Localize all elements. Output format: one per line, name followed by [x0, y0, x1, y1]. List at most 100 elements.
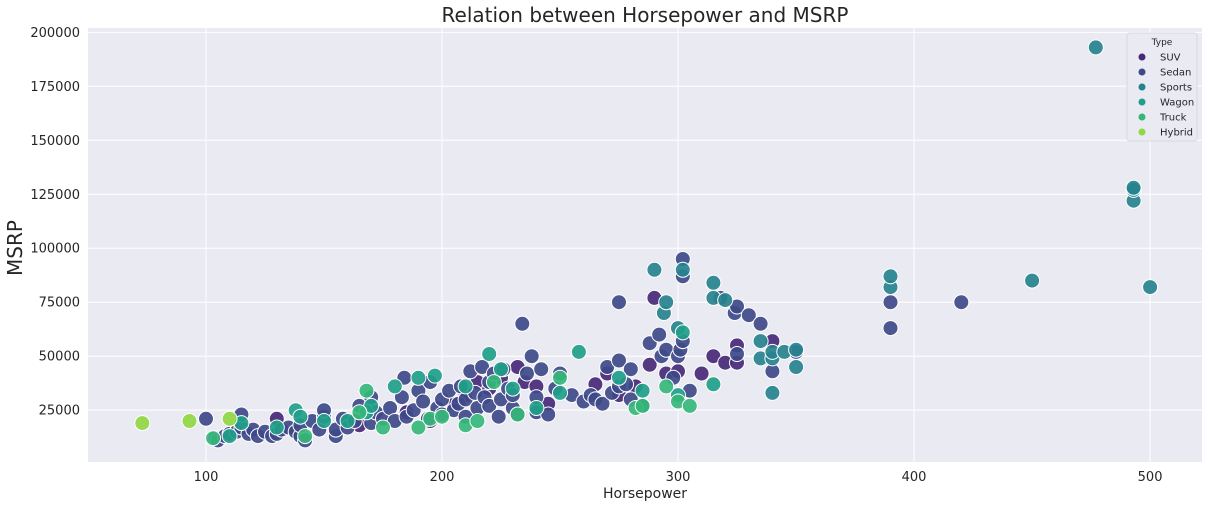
x-tick-label: 500: [1138, 470, 1163, 485]
x-axis-ticks: 100 200 300 400 500: [194, 470, 1163, 485]
data-point-suv: [693, 365, 710, 382]
x-tick-label: 400: [902, 470, 927, 485]
data-point-sports: [752, 333, 769, 350]
data-point-hybrid: [181, 413, 198, 429]
data-point-sedan: [594, 395, 611, 412]
x-tick-label: 200: [430, 470, 455, 485]
x-axis-label: Horsepower: [603, 486, 687, 502]
data-point-suv: [641, 356, 658, 373]
legend-marker-sports: [1138, 83, 1146, 91]
data-point-sedan: [533, 361, 550, 378]
legend-label-sports: Sports: [1160, 83, 1192, 94]
data-point-sedan: [514, 315, 531, 332]
data-point-sedan: [622, 361, 639, 378]
data-point-sedan: [490, 408, 507, 425]
y-tick-label: 150000: [30, 134, 80, 149]
data-point-truck: [634, 397, 651, 414]
y-tick-label: 100000: [30, 242, 80, 257]
data-point-sports: [717, 292, 734, 309]
data-point-sports: [646, 261, 663, 278]
legend-items: SUV Sedan Sports Wagon Truck Hybrid: [1138, 53, 1194, 139]
data-point-sedan: [415, 393, 432, 410]
data-point-sports: [1024, 272, 1041, 289]
data-point-wagon: [426, 367, 443, 384]
legend-marker-suv: [1138, 53, 1146, 61]
y-tick-label: 25000: [39, 404, 80, 419]
data-point-sedan: [611, 294, 627, 311]
data-point-wagon: [674, 324, 691, 341]
data-point-truck: [205, 430, 222, 447]
data-point-wagon: [570, 343, 587, 360]
legend-box: [1126, 32, 1198, 142]
data-point-wagon: [268, 419, 285, 436]
grid-lines: [88, 28, 1202, 462]
data-point-sports: [764, 384, 781, 401]
data-point-wagon: [552, 384, 568, 401]
data-point-wagon: [611, 369, 627, 386]
data-point-wagon: [705, 376, 722, 393]
legend-label-truck: Truck: [1159, 113, 1187, 124]
data-point-sports: [1142, 279, 1159, 296]
data-point-sports: [882, 268, 899, 285]
chart-title: Relation between Horsepower and MSRP: [442, 3, 849, 27]
data-point-wagon: [481, 346, 498, 362]
legend: Type SUV Sedan Sports Wagon Truck Hybrid: [1126, 32, 1198, 142]
data-point-truck: [681, 397, 698, 414]
data-point-hybrid: [221, 410, 238, 427]
y-tick-label: 50000: [39, 350, 80, 365]
x-tick-label: 100: [194, 470, 219, 485]
data-point-truck: [469, 413, 486, 429]
data-point-sedan: [519, 365, 535, 382]
data-point-truck: [375, 419, 391, 436]
legend-label-wagon: Wagon: [1160, 98, 1194, 109]
legend-label-hybrid: Hybrid: [1160, 128, 1193, 139]
data-point-truck: [351, 404, 368, 421]
legend-marker-sedan: [1138, 68, 1146, 76]
data-point-truck: [552, 369, 568, 386]
data-point-sedan: [953, 294, 970, 311]
data-point-wagon: [528, 400, 545, 416]
data-point-truck: [658, 378, 675, 395]
data-point-sports: [1125, 179, 1142, 196]
series-truck: [205, 369, 698, 447]
data-point-sports: [788, 341, 805, 358]
legend-label-sedan: Sedan: [1160, 68, 1191, 79]
data-point-sedan: [729, 346, 745, 362]
data-point-sedan: [882, 320, 899, 337]
data-point-wagon: [410, 369, 427, 386]
data-point-sports: [674, 261, 691, 278]
data-point-truck: [410, 419, 427, 436]
data-point-sedan: [740, 307, 757, 324]
legend-marker-truck: [1138, 113, 1146, 121]
legend-marker-wagon: [1138, 98, 1146, 106]
data-points: [134, 39, 1159, 449]
data-point-wagon: [339, 413, 356, 429]
x-tick-label: 300: [666, 470, 691, 485]
series-hybrid: [134, 410, 238, 432]
data-point-truck: [297, 428, 314, 445]
series-sports: [646, 39, 1159, 401]
data-point-wagon: [386, 378, 403, 395]
data-point-wagon: [457, 378, 474, 395]
data-point-sedan: [198, 410, 214, 427]
legend-title: Type: [1151, 38, 1173, 48]
data-point-sedan: [523, 348, 540, 365]
y-tick-label: 75000: [39, 296, 80, 311]
data-point-wagon: [504, 380, 521, 397]
data-point-wagon: [634, 382, 651, 399]
legend-marker-hybrid: [1138, 128, 1146, 136]
data-point-sports: [788, 359, 805, 375]
data-point-sports: [705, 274, 722, 291]
y-tick-label: 175000: [30, 80, 80, 95]
data-point-hybrid: [134, 415, 151, 432]
data-point-sedan: [882, 294, 899, 311]
data-point-truck: [485, 374, 502, 391]
data-point-sports: [658, 294, 675, 311]
data-point-truck: [358, 382, 375, 399]
data-point-sedan: [611, 352, 627, 369]
y-tick-label: 125000: [30, 188, 80, 203]
data-point-wagon: [292, 408, 309, 425]
data-point-truck: [509, 406, 526, 423]
